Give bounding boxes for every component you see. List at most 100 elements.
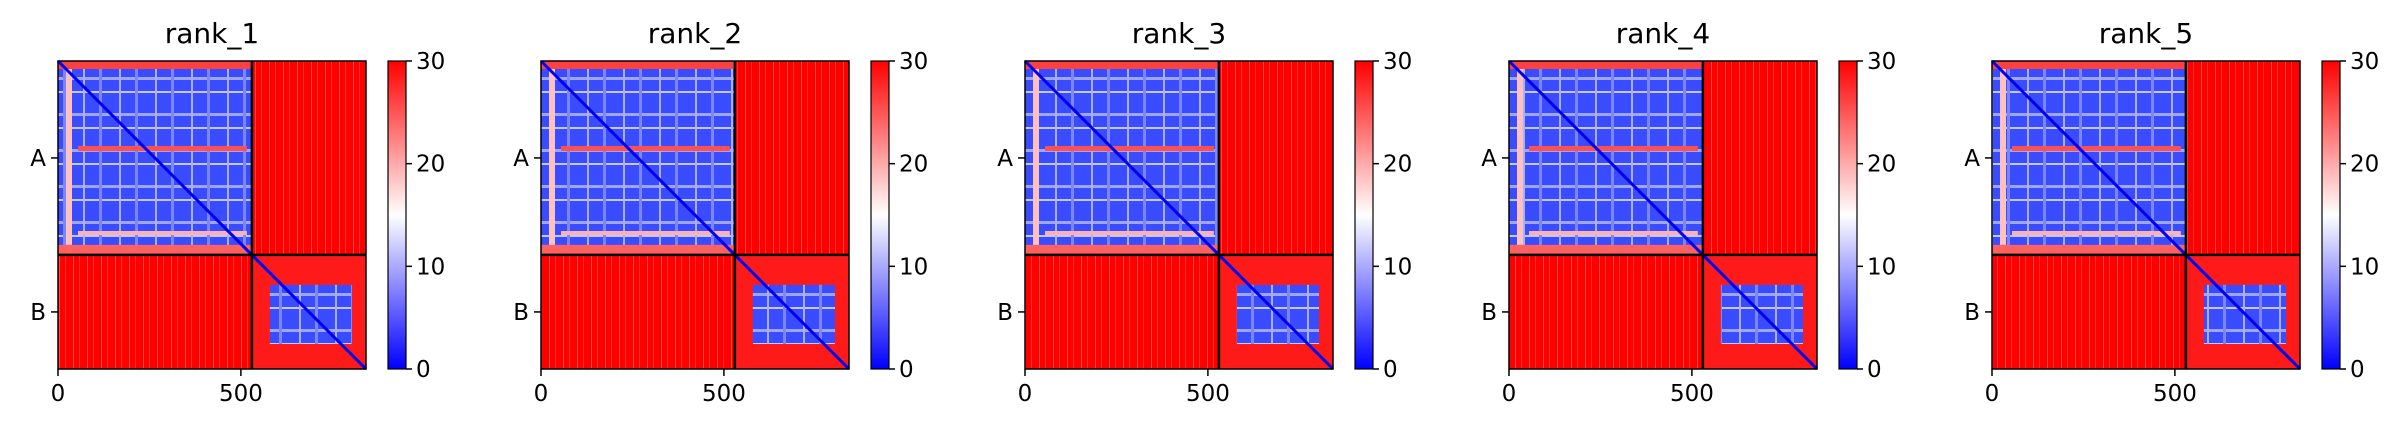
x-tick-label: 500 [2153,381,2197,407]
panel-rank_2: rank_2 0 500 A B 0 10 20 30 [513,17,928,407]
heatmap-edge-band [549,69,555,245]
heatmap-edge-band [1529,146,1698,151]
panel-rank_4: rank_4 0 500 A B 0 10 20 30 [1481,17,1896,407]
heatmap-edge-band [1045,231,1214,235]
heatmap-diagonal [1990,59,2302,371]
heatmap-edge-band [1025,244,1219,255]
heatmap-edge-band [58,61,252,69]
heatmap-edge-band [2000,69,2006,245]
heatmap-diagonal [539,59,851,371]
x-tick-label: 0 [1018,381,1033,407]
heatmap-edge-band [1025,61,1219,69]
colorbar-tick-label: 10 [416,254,445,280]
colorbar-tick-label: 10 [1867,254,1896,280]
colorbar-tick-label: 20 [416,152,445,178]
plot-frame [1991,60,2301,370]
colorbar-tick-label: 30 [899,49,928,75]
heatmap-diagonal [56,59,368,371]
heatmap-block-BA [1509,254,1703,369]
colorbar [1838,60,1858,370]
x-tick-label: 500 [702,381,746,407]
x-tick-label: 500 [1186,381,1230,407]
heatmap-edge-band [78,231,247,235]
heatmap-edge-band [1529,231,1698,235]
colorbar [2321,60,2341,370]
x-tick-label: 500 [1670,381,1714,407]
heatmap-edge-band [1033,69,1039,245]
heatmap-edge-band [541,61,735,69]
heatmap-diagonal [1507,59,1819,371]
colorbar-tick-label: 0 [1867,357,1882,383]
heatmap-block-BA [1992,254,2186,369]
heatmap-edge-band [1992,61,2186,69]
colorbar-tick-label: 20 [899,152,928,178]
panel-title: rank_4 [1616,17,1710,50]
y-tick-label-B: B [513,300,529,326]
panel-title: rank_3 [1132,17,1226,50]
x-tick-label: 0 [534,381,549,407]
heatmap-edge-band [2012,231,2181,235]
y-tick-label-B: B [30,300,46,326]
heatmap-edge-band [2012,146,2181,151]
heatmap-edge-band [58,244,252,255]
heatmap-block-AB [1702,61,1817,255]
heatmap-block-BA [58,254,252,369]
colorbar [387,60,407,370]
colorbar-tick-label: 30 [416,49,445,75]
y-tick-label-B: B [1481,300,1497,326]
x-tick-label: 500 [219,381,263,407]
heatmap-block-AB [251,61,366,255]
colorbar-tick-label: 10 [899,254,928,280]
colorbar-tick-label: 0 [416,357,431,383]
x-tick-label: 0 [51,381,66,407]
y-tick-label-A: A [1964,146,1980,172]
panel-rank_5: rank_5 0 500 A B 0 10 20 30 [1964,17,2379,407]
heatmap-edge-band [1045,146,1214,151]
heatmap-block-BA [541,254,735,369]
heatmap-block-AB [1218,61,1333,255]
plot-frame [540,60,850,370]
colorbar-tick-label: 10 [2350,254,2379,280]
y-tick-label-B: B [1964,300,1980,326]
colorbar-tick-label: 0 [1383,357,1398,383]
colorbar-tick-label: 0 [899,357,914,383]
panel-rank_1: rank_1 0 500 A B 0 10 20 30 [30,17,445,407]
heatmap-edge-band [1517,69,1523,245]
panel-title: rank_2 [648,17,742,50]
heatmap-edge-band [561,146,730,151]
heatmap-edge-band [1509,244,1703,255]
y-tick-label-A: A [997,146,1013,172]
plot-frame [1024,60,1334,370]
colorbar-tick-label: 30 [2350,49,2379,75]
colorbar-tick-label: 20 [1383,152,1412,178]
plot-frame [1508,60,1818,370]
colorbar [1354,60,1374,370]
colorbar-tick-label: 30 [1383,49,1412,75]
heatmap-edge-band [1509,61,1703,69]
heatmap-diagonal [1023,59,1335,371]
heatmap-edge-band [541,244,735,255]
heatmap-block-BA [1025,254,1219,369]
y-tick-label-A: A [30,146,46,172]
colorbar [870,60,890,370]
panel-title: rank_1 [165,17,259,50]
heatmap-edge-band [561,231,730,235]
colorbar-tick-label: 10 [1383,254,1412,280]
colorbar-tick-label: 30 [1867,49,1896,75]
plot-frame [57,60,367,370]
y-tick-label-A: A [513,146,529,172]
panel-title: rank_5 [2099,17,2193,50]
colorbar-tick-label: 20 [1867,152,1896,178]
y-tick-label-A: A [1481,146,1497,172]
heatmap-block-AB [734,61,849,255]
x-tick-label: 0 [1502,381,1517,407]
colorbar-tick-label: 0 [2350,357,2365,383]
x-tick-label: 0 [1985,381,2000,407]
heatmap-edge-band [1992,244,2186,255]
heatmap-edge-band [78,146,247,151]
panel-rank_3: rank_3 0 500 A B 0 10 20 30 [997,17,1412,407]
colorbar-tick-label: 20 [2350,152,2379,178]
heatmap-block-AB [2185,61,2300,255]
heatmap-edge-band [66,69,72,245]
